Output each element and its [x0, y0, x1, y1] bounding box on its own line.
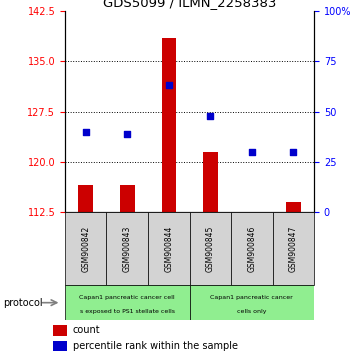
Point: [166, 82, 172, 88]
Point: [290, 149, 296, 155]
Bar: [190, 212, 231, 285]
Text: GSM900845: GSM900845: [206, 225, 215, 272]
Bar: [65, 212, 106, 285]
Bar: [231, 212, 273, 285]
Text: cells only: cells only: [237, 309, 266, 314]
Bar: [65, 285, 190, 320]
Bar: [273, 212, 314, 285]
Point: [83, 129, 89, 135]
Bar: [203, 152, 218, 212]
Bar: [53, 325, 67, 336]
Point: [207, 113, 213, 118]
Text: GSM900844: GSM900844: [164, 225, 173, 272]
Bar: [286, 202, 301, 212]
Text: GSM900847: GSM900847: [289, 225, 298, 272]
Point: [249, 149, 255, 155]
Title: GDS5099 / ILMN_2258383: GDS5099 / ILMN_2258383: [103, 0, 276, 10]
Text: Capan1 pancreatic cancer: Capan1 pancreatic cancer: [210, 295, 293, 300]
Text: percentile rank within the sample: percentile rank within the sample: [73, 341, 238, 350]
Text: Capan1 pancreatic cancer cell: Capan1 pancreatic cancer cell: [79, 295, 175, 300]
Bar: [190, 285, 314, 320]
Bar: [53, 341, 67, 350]
Text: s exposed to PS1 stellate cells: s exposed to PS1 stellate cells: [80, 309, 175, 314]
Bar: [78, 185, 93, 212]
Bar: [161, 38, 176, 212]
Text: count: count: [73, 325, 100, 336]
Bar: [106, 212, 148, 285]
Point: [124, 131, 130, 137]
Text: protocol: protocol: [4, 298, 43, 308]
Text: GSM900843: GSM900843: [123, 225, 132, 272]
Bar: [120, 185, 135, 212]
Bar: [148, 212, 190, 285]
Text: GSM900842: GSM900842: [81, 225, 90, 272]
Text: GSM900846: GSM900846: [247, 225, 256, 272]
